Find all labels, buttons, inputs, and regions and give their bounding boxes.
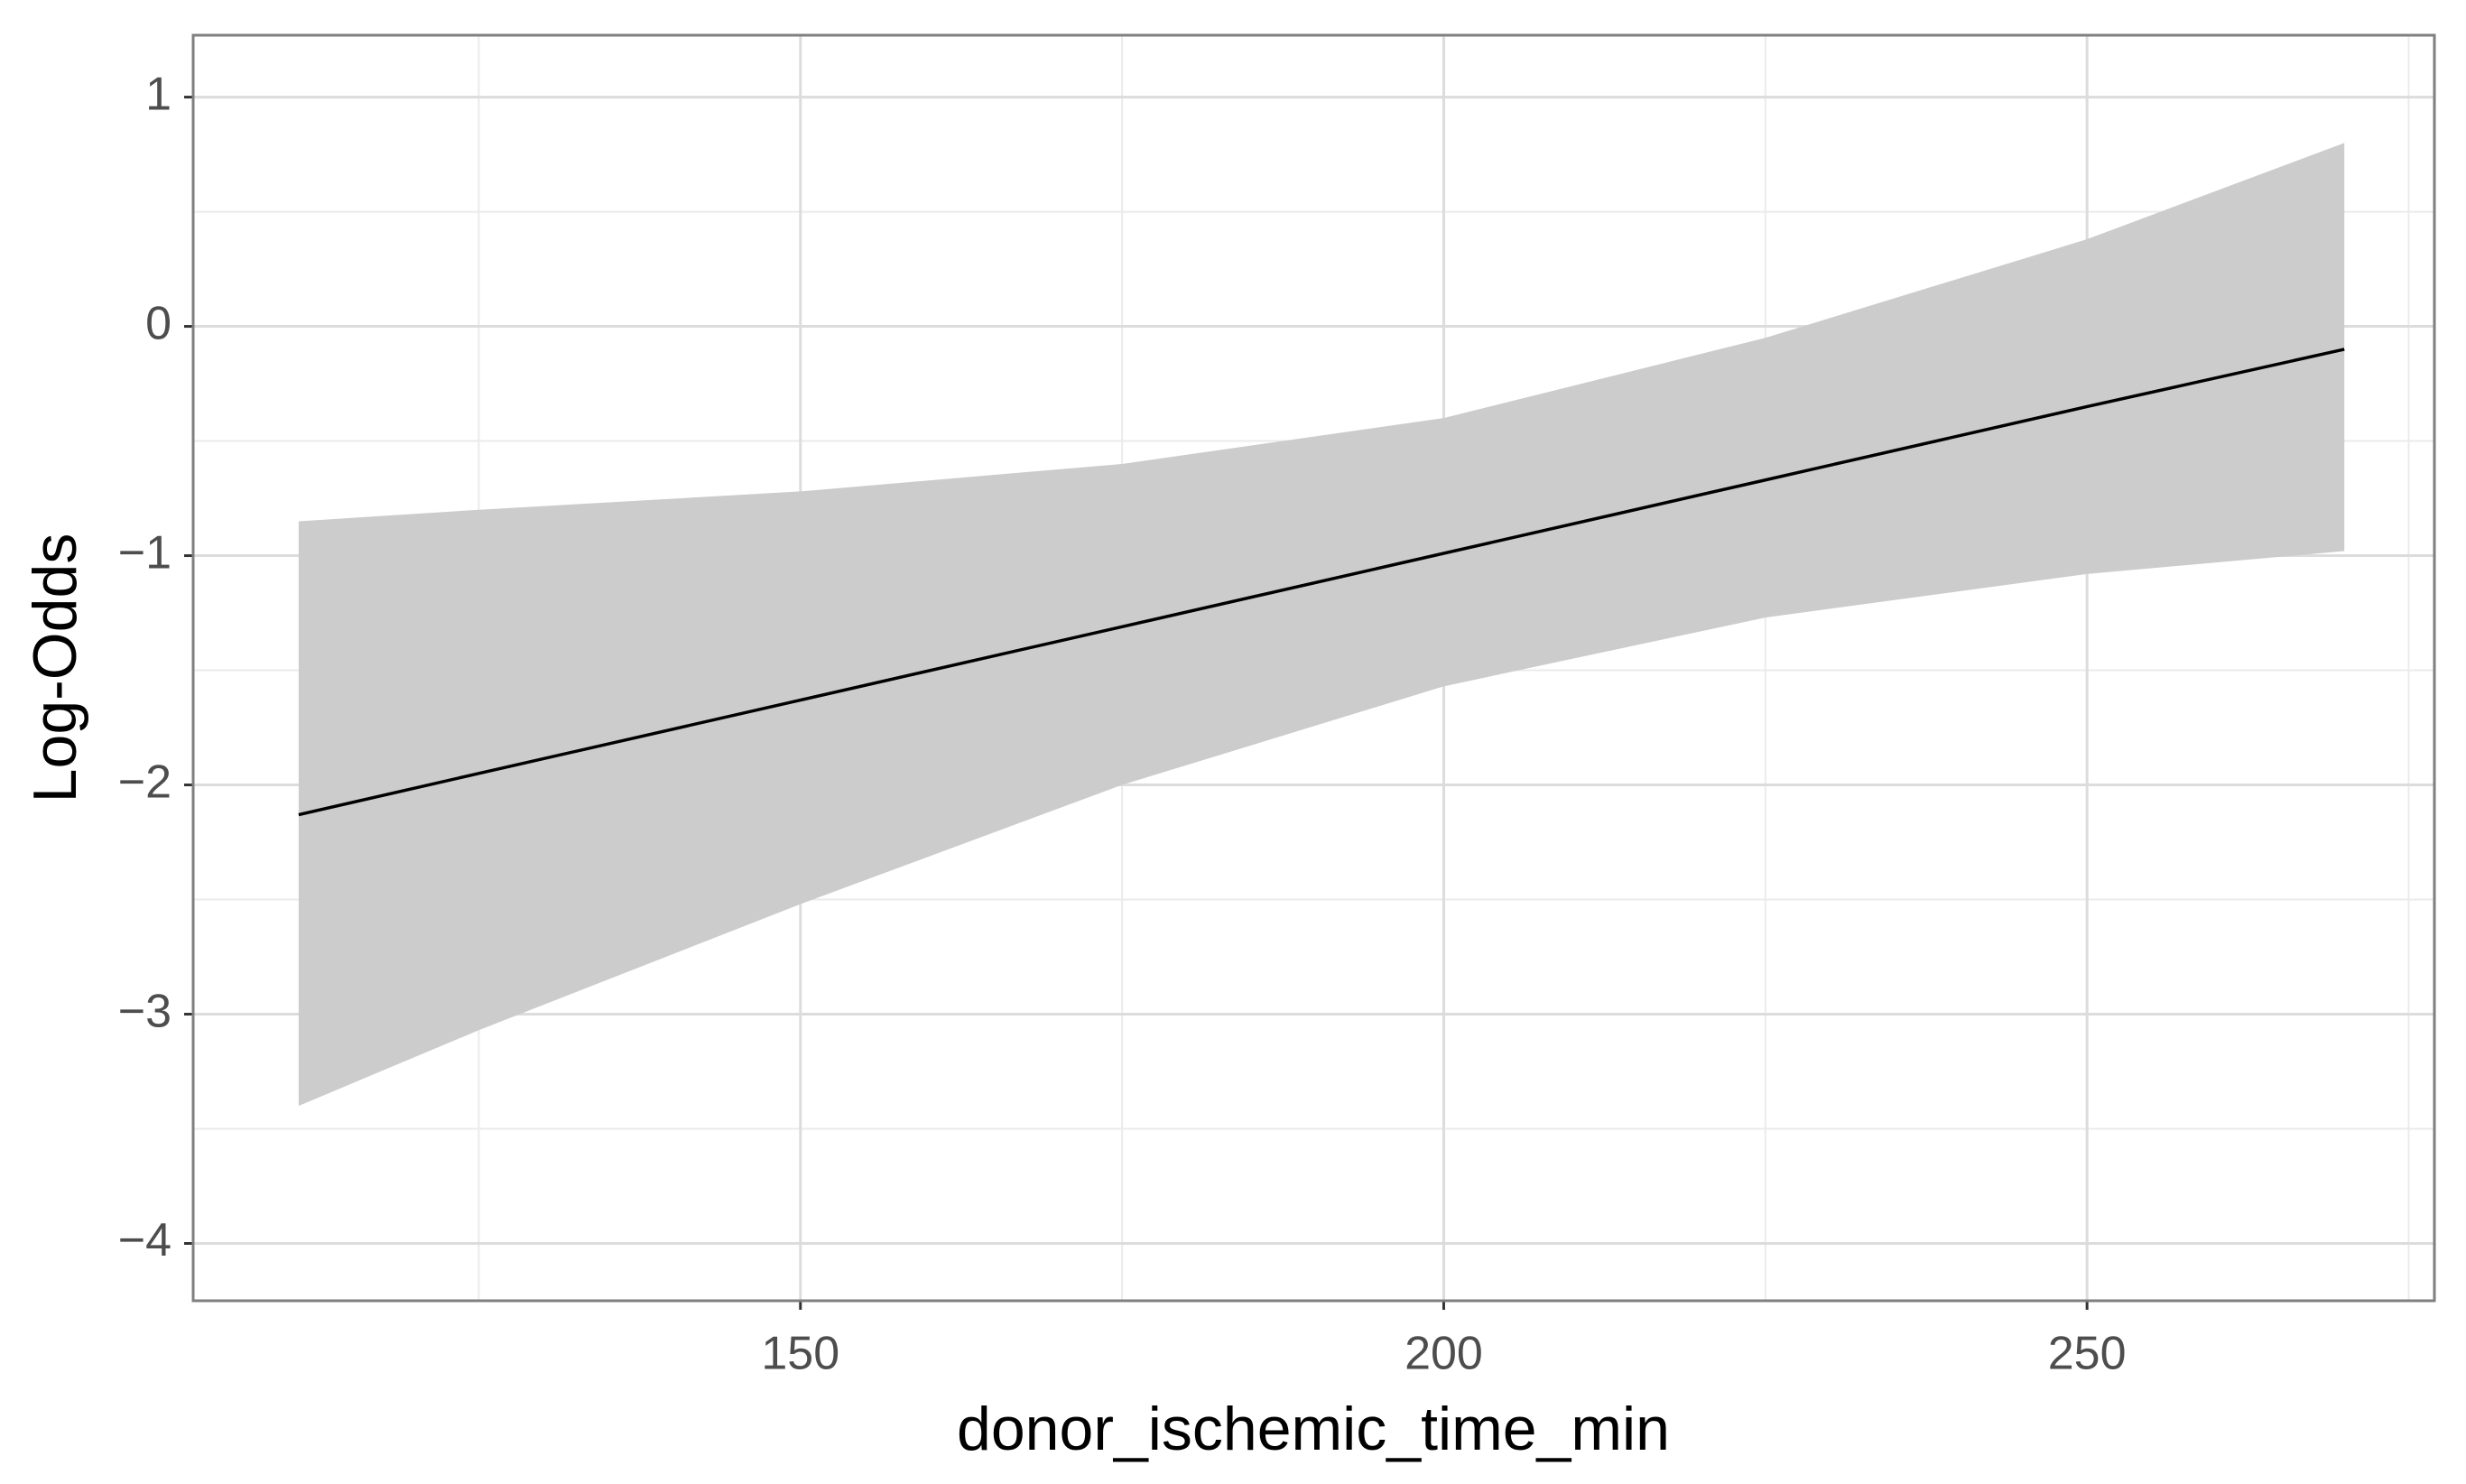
y-tick-label: −4	[118, 1214, 172, 1266]
y-tick-label: 0	[145, 297, 172, 349]
confidence-band	[298, 143, 2345, 1107]
x-tick-label: 200	[1405, 1328, 1483, 1380]
x-tick-label: 150	[761, 1328, 839, 1380]
line	[298, 348, 2345, 817]
y-tick-label: −2	[118, 756, 172, 808]
x-axis-title: donor_ischemic_time_min	[957, 1395, 1670, 1463]
y-axis-title: Log-Odds	[21, 533, 89, 803]
y-tick-label: −3	[118, 985, 172, 1037]
y-tick-label: −1	[118, 526, 172, 579]
x-tick-label: 250	[2048, 1328, 2127, 1380]
panel-border	[191, 33, 2436, 1303]
y-tick-label: 1	[145, 68, 172, 120]
